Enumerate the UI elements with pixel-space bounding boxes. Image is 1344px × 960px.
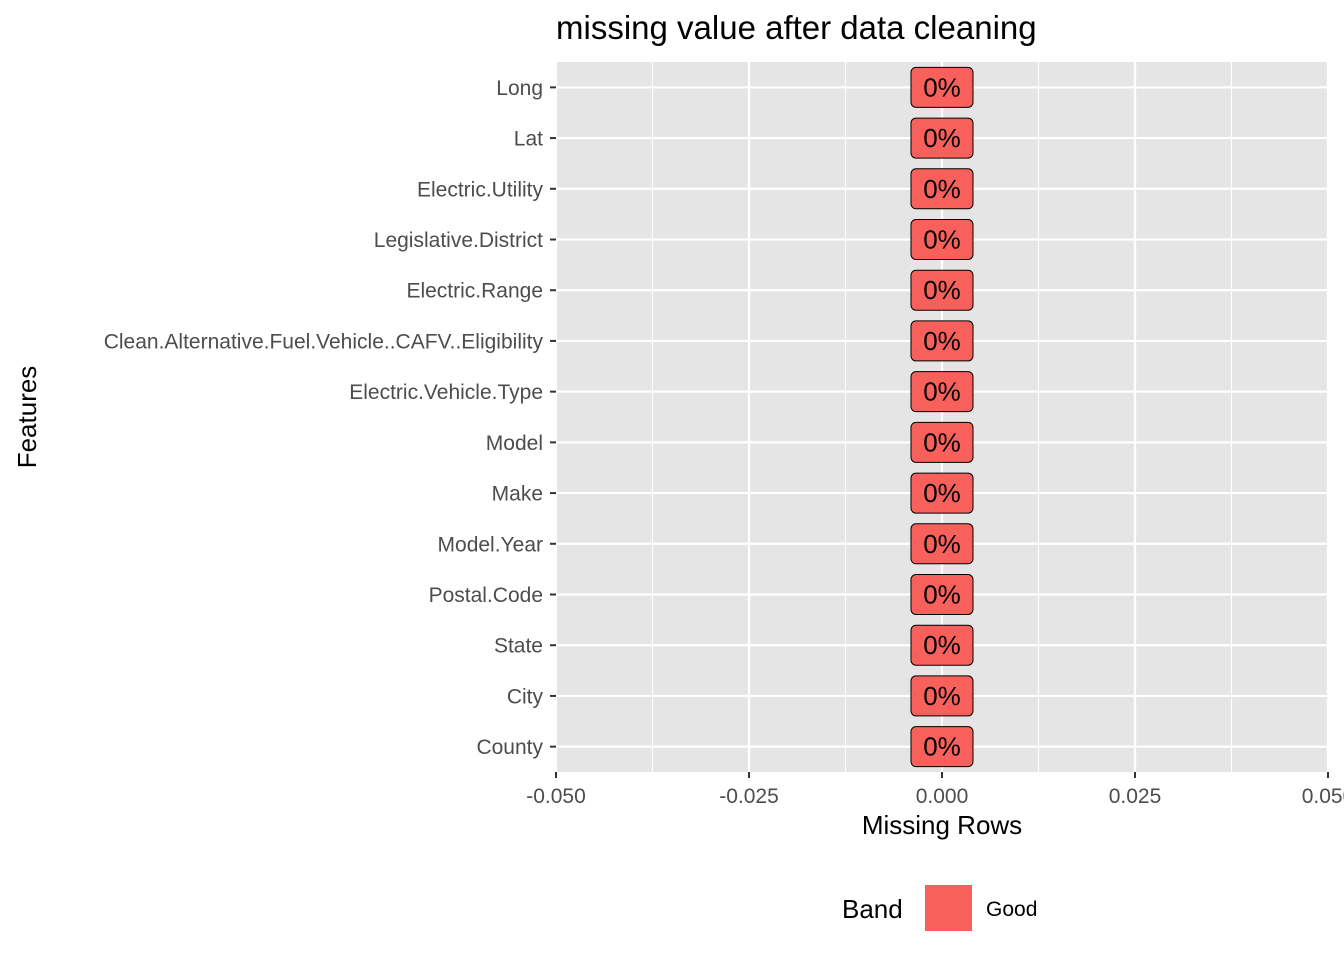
x-tick-label: 0.000 [916, 785, 969, 808]
data-label-text: 0% [923, 377, 961, 407]
data-label-text: 0% [923, 732, 961, 762]
data-label-text: 0% [923, 427, 961, 457]
legend: Band Good [842, 885, 1037, 931]
data-label-box [910, 168, 974, 210]
y-tick-label: Make [492, 483, 543, 506]
data-label: 0% [910, 320, 974, 362]
data-label-text: 0% [923, 72, 961, 102]
data-label-box [910, 726, 974, 768]
data-label-box [910, 66, 974, 108]
y-tick-label: Electric.Vehicle.Type [349, 381, 543, 404]
y-tick-label: Model [486, 432, 543, 455]
data-label: 0% [910, 624, 974, 666]
x-tick-label: -0.050 [526, 785, 586, 808]
data-label-text: 0% [923, 580, 961, 610]
data-label-text: 0% [923, 681, 961, 711]
data-label-text: 0% [923, 630, 961, 660]
legend-key-good [925, 885, 972, 931]
data-label-box [910, 574, 974, 615]
data-label: 0% [910, 66, 974, 108]
data-label-box [910, 421, 974, 463]
data-label-text: 0% [923, 529, 961, 559]
y-tick-label: State [494, 635, 543, 658]
data-label-box [910, 219, 974, 260]
x-axis: -0.050 -0.025 0.000 0.025 0.050 [526, 772, 1344, 808]
y-tick-label: Legislative.District [374, 229, 543, 252]
data-label-box [910, 117, 974, 159]
data-label-text: 0% [923, 174, 961, 204]
y-tick-label: Long [496, 77, 543, 100]
data-label: 0% [910, 219, 974, 260]
data-label-box [910, 371, 974, 413]
y-tick-label: Electric.Range [406, 280, 543, 303]
data-label: 0% [910, 523, 974, 565]
data-label: 0% [910, 472, 974, 514]
bars: 0% 0% 0% 0% 0% 0% 0% 0% 0% 0% 0% 0% 0% 0% [910, 66, 974, 768]
legend-label-good: Good [986, 898, 1037, 921]
data-label: 0% [910, 574, 974, 615]
x-tick-label: 0.025 [1109, 785, 1162, 808]
y-axis-title: Features [12, 366, 42, 469]
data-label-text: 0% [923, 326, 961, 356]
data-label: 0% [910, 269, 974, 311]
y-axis: County City State Postal.Code Model.Year Make… [104, 77, 556, 759]
data-label: 0% [910, 168, 974, 210]
data-label-box [910, 320, 974, 362]
data-label: 0% [910, 371, 974, 413]
x-axis-title: Missing Rows [862, 810, 1022, 840]
y-tick-label: County [476, 736, 543, 759]
data-label-text: 0% [923, 478, 961, 508]
y-tick-label: Postal.Code [429, 584, 543, 607]
x-tick-label: -0.025 [719, 785, 779, 808]
data-label-text: 0% [923, 123, 961, 153]
data-label-box [910, 269, 974, 311]
data-label-text: 0% [923, 275, 961, 305]
chart-title: missing value after data cleaning [556, 9, 1037, 46]
data-label-box [910, 523, 974, 565]
data-label: 0% [910, 675, 974, 717]
y-tick-label: Lat [514, 128, 543, 151]
data-label: 0% [910, 421, 974, 463]
data-label-box [910, 675, 974, 717]
data-label-box [910, 624, 974, 666]
data-label-text: 0% [923, 225, 961, 255]
data-label: 0% [910, 726, 974, 768]
data-label-box [910, 472, 974, 514]
x-tick-label: 0.050 [1302, 785, 1344, 808]
y-tick-label: Model.Year [438, 533, 543, 556]
legend-title: Band [842, 894, 903, 924]
y-tick-label: Electric.Utility [417, 178, 544, 201]
y-tick-label: Clean.Alternative.Fuel.Vehicle..CAFV..El… [104, 330, 544, 353]
y-tick-label: City [507, 685, 544, 708]
data-label: 0% [910, 117, 974, 159]
